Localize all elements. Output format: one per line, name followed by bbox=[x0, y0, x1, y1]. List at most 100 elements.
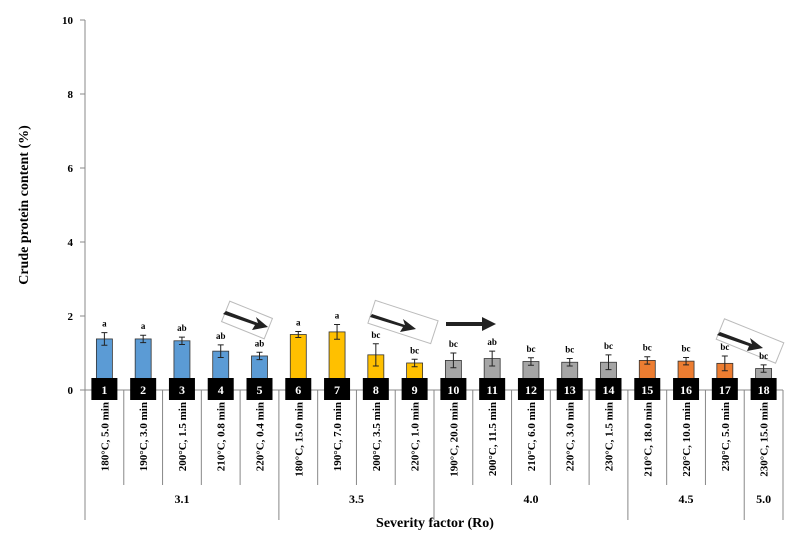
badge-number: 4 bbox=[218, 383, 224, 397]
arrow bbox=[446, 317, 496, 331]
error-bar bbox=[140, 334, 147, 344]
x-tick-label: 190°C, 7.0 min bbox=[332, 402, 344, 471]
x-tick-label: 220°C, 0.4 min bbox=[255, 402, 267, 471]
x-axis-label: Severity factor (Ro) bbox=[376, 516, 494, 531]
value-label: bc bbox=[410, 345, 419, 355]
badge bbox=[440, 378, 467, 400]
badge bbox=[168, 378, 195, 400]
x-tick-label: 220°C, 1.0 min bbox=[410, 402, 422, 471]
badge-number: 1 bbox=[101, 383, 107, 397]
badge-number: 6 bbox=[295, 383, 301, 397]
badge bbox=[362, 378, 389, 400]
group-label: 3.1 bbox=[174, 492, 189, 506]
badge-number: 3 bbox=[179, 383, 185, 397]
group-label: 4.5 bbox=[679, 492, 694, 506]
badge bbox=[285, 378, 312, 400]
arrow bbox=[370, 314, 416, 332]
value-label: a bbox=[335, 311, 340, 321]
x-tick-label: 210°C, 18.0 min bbox=[642, 402, 654, 477]
badge bbox=[324, 378, 351, 400]
value-label: bc bbox=[720, 342, 729, 352]
badge bbox=[556, 378, 583, 400]
error-bar bbox=[101, 332, 108, 346]
badge-number: 15 bbox=[641, 383, 653, 397]
arrow-box bbox=[715, 318, 785, 364]
error-bar bbox=[489, 350, 496, 367]
error-bar bbox=[178, 336, 185, 345]
error-bar bbox=[411, 358, 418, 368]
badge-number: 10 bbox=[447, 383, 459, 397]
error-bar bbox=[256, 351, 263, 361]
x-tick-label: 200°C, 3.5 min bbox=[371, 402, 383, 471]
badge bbox=[750, 378, 777, 400]
error-bar bbox=[334, 324, 341, 340]
arrow bbox=[717, 332, 763, 351]
error-bar bbox=[372, 343, 379, 367]
error-bar bbox=[683, 356, 690, 366]
badge bbox=[130, 378, 157, 400]
value-label: ab bbox=[216, 331, 226, 341]
y-tick-label: 2 bbox=[68, 311, 74, 323]
x-tick-label: 200°C, 1.5 min bbox=[177, 402, 189, 471]
badge-number: 5 bbox=[257, 383, 263, 397]
value-label: bc bbox=[604, 341, 613, 351]
value-label: a bbox=[102, 319, 107, 329]
value-label: bc bbox=[682, 343, 691, 353]
badge-number: 9 bbox=[412, 383, 418, 397]
error-bar bbox=[217, 344, 224, 358]
value-label: a bbox=[296, 318, 301, 328]
badge bbox=[517, 378, 544, 400]
group-label: 3.5 bbox=[349, 492, 364, 506]
x-tick-label: 230°C, 5.0 min bbox=[720, 402, 732, 471]
badge-number: 16 bbox=[680, 383, 692, 397]
badge-number: 14 bbox=[603, 383, 615, 397]
error-bar bbox=[605, 354, 612, 371]
x-tick-label: 220°C, 3.0 min bbox=[565, 402, 577, 471]
x-tick-label: 230°C, 1.5 min bbox=[604, 402, 616, 471]
error-bar bbox=[566, 358, 573, 367]
y-tick-label: 4 bbox=[68, 237, 74, 249]
x-tick-label: 230°C, 15.0 min bbox=[759, 402, 771, 477]
y-tick-label: 6 bbox=[68, 163, 74, 175]
arrows bbox=[220, 299, 785, 364]
error-bar bbox=[721, 355, 728, 372]
x-tick-label: 210°C, 6.0 min bbox=[526, 402, 538, 471]
badge bbox=[91, 378, 118, 400]
badge-number: 13 bbox=[564, 383, 576, 397]
x-tick-label: 210°C, 0.8 min bbox=[216, 402, 228, 471]
value-label: bc bbox=[565, 345, 574, 355]
badge-number: 18 bbox=[758, 383, 770, 397]
badge bbox=[246, 378, 273, 400]
value-label: bc bbox=[759, 351, 768, 361]
value-label: bc bbox=[371, 330, 380, 340]
badge bbox=[711, 378, 738, 400]
error-bar bbox=[450, 352, 457, 369]
x-tick-label: 190°C, 3.0 min bbox=[138, 402, 150, 471]
error-bar bbox=[295, 331, 302, 338]
badge bbox=[595, 378, 622, 400]
arrow-box bbox=[367, 299, 439, 345]
badge-number: 8 bbox=[373, 383, 379, 397]
badge bbox=[479, 378, 506, 400]
y-tick-label: 10 bbox=[62, 15, 74, 27]
error-bar bbox=[527, 357, 534, 366]
y-tick-label: 8 bbox=[68, 89, 74, 101]
badge bbox=[401, 378, 428, 400]
badge bbox=[673, 378, 700, 400]
value-label: bc bbox=[526, 344, 535, 354]
error-bar bbox=[760, 364, 767, 373]
y-tick-label: 0 bbox=[68, 385, 74, 397]
badge-number: 17 bbox=[719, 383, 731, 397]
value-label: ab bbox=[487, 337, 497, 347]
group-label: 4.0 bbox=[523, 492, 538, 506]
badge-number: 2 bbox=[140, 383, 146, 397]
badge-number: 11 bbox=[486, 383, 497, 397]
arrow bbox=[223, 311, 268, 330]
badge-number: 7 bbox=[334, 383, 340, 397]
value-label: ab bbox=[177, 323, 187, 333]
badge-number: 12 bbox=[525, 383, 537, 397]
x-tick-label: 200°C, 11.5 min bbox=[487, 402, 499, 476]
x-tick-label: 180°C, 15.0 min bbox=[293, 402, 305, 477]
x-tick-label: 180°C, 5.0 min bbox=[99, 402, 111, 471]
